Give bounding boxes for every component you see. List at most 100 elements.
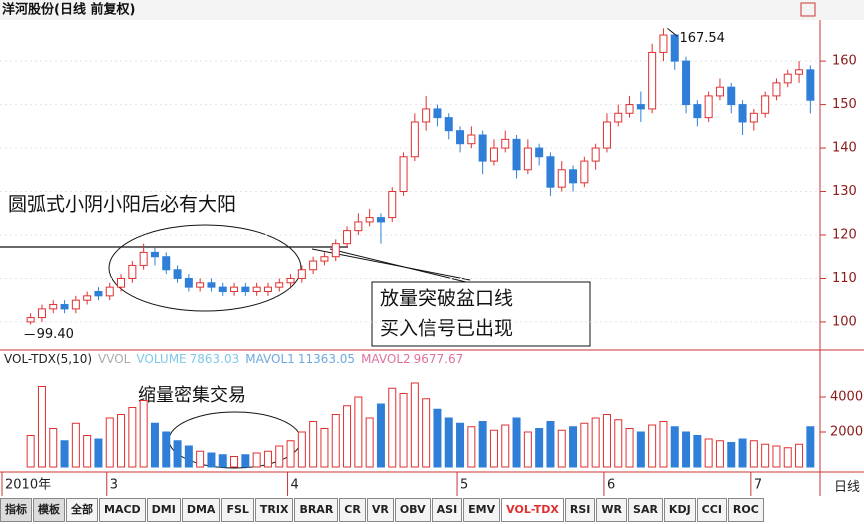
volume-bar — [139, 400, 148, 468]
indicator-tab[interactable]: FSL — [221, 498, 254, 522]
volume-bar — [26, 435, 35, 468]
candle-body — [320, 256, 329, 262]
volume-bar — [602, 414, 611, 468]
indicator-tab[interactable]: 全部 — [66, 498, 98, 522]
volume-bar — [659, 421, 668, 468]
indicator-label: VOLUME — [136, 352, 187, 366]
high-label: 167.54 — [679, 31, 725, 46]
candle-body — [569, 169, 578, 184]
indicator: MAVOL1 11363.05 — [245, 352, 355, 366]
candle-body — [761, 95, 770, 114]
volume-bar — [535, 428, 544, 468]
y-tick-label: 120 — [832, 227, 857, 242]
candle-body — [602, 121, 611, 149]
volume-bar — [94, 438, 103, 468]
candle-body — [331, 243, 340, 258]
indicator-tab[interactable]: CCI — [696, 498, 727, 522]
volume-bar — [128, 407, 137, 468]
indicator-tab[interactable]: RSI — [564, 498, 596, 522]
indicator-tab[interactable]: EMV — [463, 498, 501, 522]
volume-bar — [591, 417, 600, 468]
candle-body — [467, 134, 476, 145]
candle-body — [591, 147, 600, 162]
volume-bar — [218, 454, 227, 468]
volume-bar — [263, 450, 272, 468]
volume-bar — [670, 426, 679, 468]
volume-bar — [614, 419, 623, 468]
candle-body — [297, 269, 306, 279]
volume-bar — [456, 422, 465, 468]
x-tick-label: 6 — [607, 478, 615, 493]
indicator-tab[interactable]: ASI — [431, 498, 463, 522]
x-tick-label: 7 — [754, 478, 762, 493]
volume-bar — [49, 428, 58, 468]
volume-bar — [241, 454, 250, 468]
window-icon[interactable] — [800, 2, 816, 17]
indicator-tab[interactable]: DMA — [181, 498, 221, 522]
volume-bar — [648, 424, 657, 468]
volume-bar — [761, 443, 770, 468]
candle-body — [173, 269, 182, 279]
candle-body — [523, 147, 532, 171]
candle-body — [625, 104, 634, 114]
candle-body — [501, 138, 510, 149]
indicator-tab[interactable]: WR — [596, 498, 628, 522]
indicator-title: VOL-TDX(5,10) — [4, 352, 93, 366]
y-tick-label: 110 — [832, 271, 857, 286]
candle-body — [659, 34, 668, 53]
indicator-tab[interactable]: ROC — [727, 498, 764, 522]
candle-body — [636, 104, 645, 110]
candle-body — [557, 169, 566, 188]
candle-body — [343, 230, 352, 245]
indicator-tab[interactable]: OBV — [394, 498, 431, 522]
volume-bar — [388, 387, 397, 468]
indicator-tab[interactable]: VOL-TDX — [501, 498, 564, 522]
candle-body — [682, 60, 691, 106]
volume-bar — [783, 447, 792, 468]
y-tick-label: 140 — [832, 141, 857, 156]
indicator-tab[interactable]: DMI — [146, 498, 181, 522]
volume-bar — [376, 403, 385, 468]
candle-body — [704, 95, 713, 119]
volume-bar — [557, 429, 566, 468]
indicator-label: MAVOL1 — [245, 352, 295, 366]
volume-bar — [365, 417, 374, 468]
volume-bar — [467, 426, 476, 468]
indicator-tab[interactable]: MACD — [99, 498, 146, 522]
candle-body — [207, 282, 216, 288]
indicator-tab[interactable]: SAR — [628, 498, 663, 522]
candle-body — [94, 290, 103, 297]
volume-bar — [795, 443, 804, 468]
candle-body — [546, 156, 555, 188]
candle-body — [286, 277, 295, 284]
volume-bar — [772, 445, 781, 468]
candle-body — [263, 286, 272, 292]
annotation: 缩量密集交易 — [138, 385, 246, 406]
volume-bar — [422, 398, 431, 468]
candle-body — [71, 299, 80, 310]
candle-body — [365, 217, 374, 223]
indicator-tab[interactable]: 模板 — [33, 498, 65, 522]
candle-body — [715, 86, 724, 97]
indicator-tabs: 指标 模板 全部 MACD DMI DMA FSL TRIX BRAR CR VR OBV ASI EMV… — [0, 498, 864, 522]
candle-body — [456, 130, 465, 145]
indicator-tab[interactable]: CR — [339, 498, 366, 522]
indicator-tab[interactable]: TRIX — [254, 498, 294, 522]
candle-body — [489, 147, 498, 162]
candle-body — [749, 112, 758, 123]
volume-bar — [252, 452, 261, 468]
indicator-tab[interactable]: KDJ — [663, 498, 696, 522]
candle-body — [218, 286, 227, 292]
indicator: MAVOL2 9677.67 — [361, 352, 463, 366]
volume-header: VOL-TDX(5,10) VVOL VOLUME 7863.03 MAVOL1 1136… — [4, 352, 463, 366]
candle-body — [49, 304, 58, 310]
indicator-tab[interactable]: BRAR — [294, 498, 339, 522]
volume-bar — [489, 429, 498, 468]
indicator-tab[interactable]: 指标 — [0, 498, 32, 522]
volume-bar — [444, 417, 453, 468]
indicator-tab[interactable]: VR — [366, 498, 394, 522]
indicator-value: 9677.67 — [413, 352, 464, 366]
candle-body — [399, 156, 408, 193]
volume-bar — [343, 405, 352, 468]
